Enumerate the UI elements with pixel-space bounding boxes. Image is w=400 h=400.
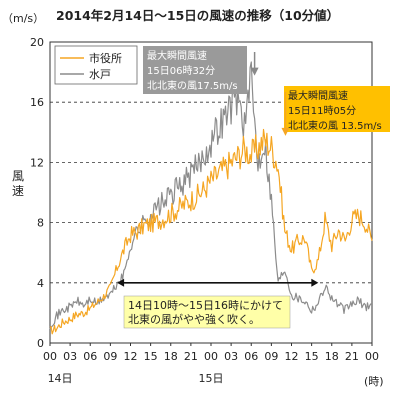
series-layer	[49, 61, 373, 335]
x-tick-label: 21	[345, 350, 359, 363]
x-tick-label: 00	[204, 350, 218, 363]
series-line-1	[49, 61, 373, 330]
annotation-line: 15日11時05分	[288, 105, 356, 117]
y-tick-label: 0	[37, 337, 44, 350]
y-tick-label: 16	[30, 96, 44, 109]
x-tick-label: 15	[305, 350, 319, 363]
y-tick-label: 12	[30, 156, 44, 169]
period-arrowhead-left	[117, 278, 125, 287]
x-tick-label: 03	[224, 350, 238, 363]
day-label: 14日	[48, 372, 73, 385]
annotation-line: 北北東の風17.5m/s	[147, 79, 238, 92]
period-note-line: 14日10時～15日16時にかけて	[128, 299, 283, 312]
x-tick-label: 21	[184, 350, 198, 363]
period-note-box	[123, 295, 291, 329]
annotation-box-shiyakusho-max-gust	[284, 86, 390, 132]
period-arrowhead-right	[311, 278, 319, 287]
y-tick-label: 4	[37, 277, 44, 290]
annotation-arrowhead-mito-max-gust	[250, 67, 259, 76]
legend-label: 市役所	[89, 51, 122, 65]
x-tick-label: 03	[63, 350, 77, 363]
y-axis-ticks: 0 4 8 12 16 20	[30, 36, 44, 350]
x-tick-label: 15	[144, 350, 158, 363]
y-tick-label: 8	[37, 217, 44, 230]
x-tick-label: 18	[325, 350, 339, 363]
annotation-box-mito-max-gust	[143, 46, 247, 94]
x-tick-label: 18	[164, 350, 178, 363]
unit-label: （m/s）	[2, 12, 44, 25]
x-tick-label: 06	[83, 350, 97, 363]
annotation-line: 最大瞬間風速	[288, 89, 348, 102]
x-tick-label: 12	[285, 350, 299, 363]
annotation-line: 最大瞬間風速	[147, 49, 207, 62]
legend-box	[54, 45, 138, 85]
x-axis-unit: (時)	[364, 375, 384, 388]
x-tick-label: 09	[264, 350, 278, 363]
annotation-arrowhead-shiyakusho-max-gust	[281, 127, 290, 136]
x-tick-label: 00	[365, 350, 379, 363]
period-note-line: 北東の風がやや強く吹く。	[128, 312, 260, 326]
y-axis-label: 風速	[12, 169, 24, 198]
series-line-0	[49, 128, 373, 335]
y-tick-label: 20	[30, 36, 44, 49]
chart-title: 2014年2月14日～15日の風速の推移（10分値）	[56, 8, 339, 23]
x-tick-label: 12	[124, 350, 138, 363]
x-axis-ticks: 00 03 06 09 12 15 18 21 00 03 06 09 12 15 18 21 00 14日 15日	[43, 343, 379, 385]
annotation-line: 北北東の風 13.5m/s	[288, 119, 382, 132]
x-tick-label: 00	[43, 350, 57, 363]
legend-label: 水戸	[89, 68, 111, 81]
x-tick-label: 06	[244, 350, 258, 363]
annotation-line: 15日06時32分	[147, 65, 215, 77]
day-label: 15日	[199, 372, 224, 385]
x-tick-label: 09	[103, 350, 117, 363]
